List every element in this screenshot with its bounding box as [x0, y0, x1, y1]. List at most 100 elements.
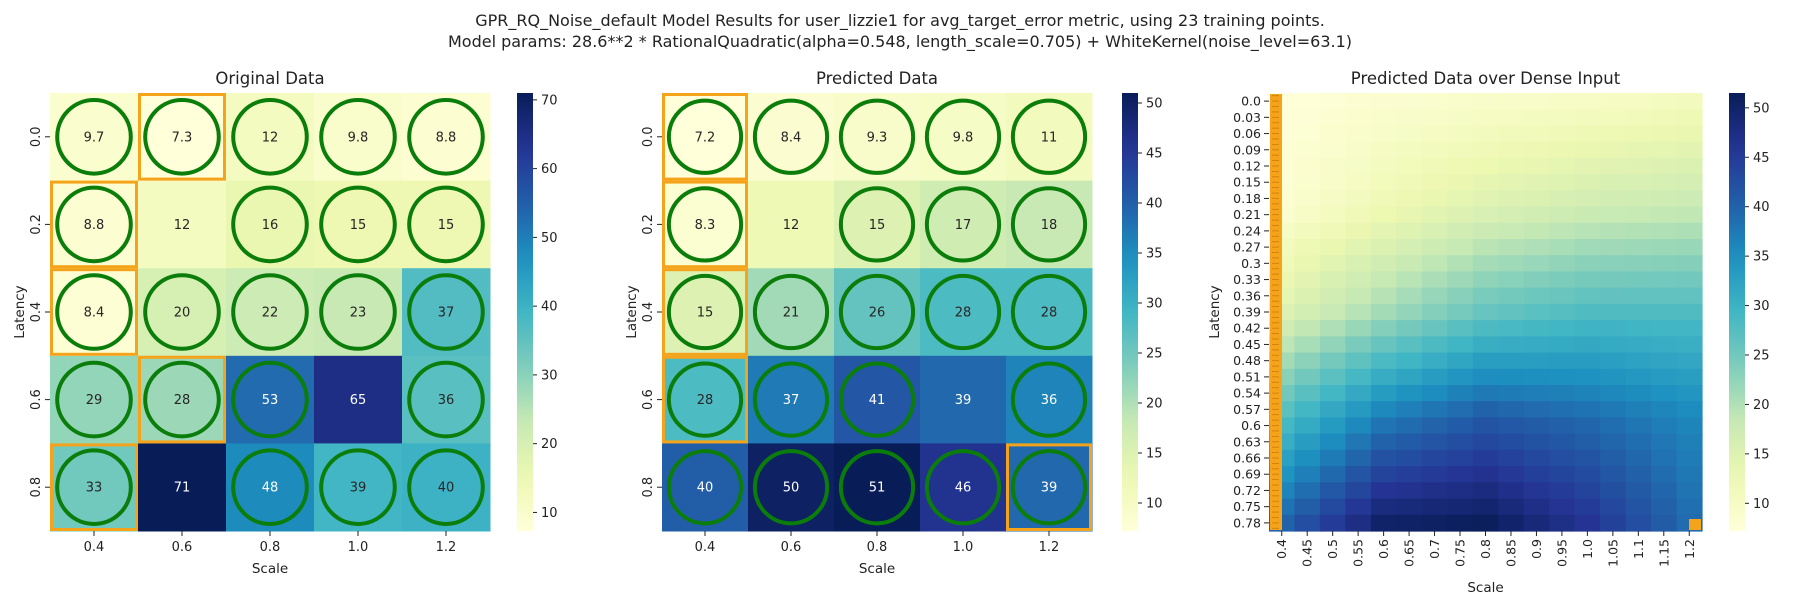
dense-cell	[1523, 449, 1550, 467]
dense-cell	[1421, 222, 1448, 240]
heatmap-cell	[226, 268, 315, 357]
cell-value-label: 29	[86, 393, 103, 408]
dense-cell	[1319, 93, 1347, 110]
cell-value-label: 7.3	[172, 130, 193, 145]
dense-cell	[1498, 482, 1525, 500]
highlight-box	[1006, 443, 1092, 531]
dense-cell	[1319, 401, 1347, 419]
dense-cell	[1472, 352, 1499, 370]
training-point-circle	[752, 98, 830, 175]
dense-cell	[1676, 498, 1703, 516]
dense-cell	[1625, 271, 1652, 289]
dense-cell	[1345, 271, 1372, 289]
x-axis-label: Scale	[252, 561, 288, 577]
dense-cell	[1549, 336, 1576, 354]
dense-cell	[1498, 417, 1525, 435]
dense-cell	[1472, 190, 1499, 208]
training-point-circle	[924, 449, 1002, 526]
dense-cell	[1523, 433, 1550, 451]
dense-cell	[1651, 255, 1678, 273]
dense-cell	[1319, 498, 1347, 516]
dense-cell	[1549, 417, 1576, 435]
highlight-box	[662, 180, 748, 269]
dense-cell	[1294, 352, 1321, 370]
y-tick-label: 0.51	[1233, 369, 1261, 384]
heatmap-cell	[1006, 355, 1093, 444]
dense-cell	[1523, 141, 1550, 159]
heatmap-cell	[1006, 443, 1093, 532]
dense-cell	[1549, 206, 1576, 224]
training-point-circle	[319, 273, 397, 351]
heatmap-cell	[748, 355, 835, 444]
dense-cell	[1676, 239, 1703, 256]
colorbar-tick-label: 10	[1146, 497, 1163, 512]
dense-cell	[1319, 141, 1347, 159]
heatmap-cell	[50, 180, 139, 269]
dense-cell	[1651, 174, 1678, 191]
dense-cell	[1600, 109, 1627, 127]
heatmap-cell	[834, 443, 921, 532]
dense-cell	[1370, 271, 1397, 289]
heatmap-cell	[1006, 93, 1093, 182]
dense-cell	[1549, 385, 1576, 402]
dense-cell	[1319, 190, 1347, 208]
y-tick-label: 0.66	[1233, 451, 1261, 466]
dense-cell	[1651, 352, 1678, 370]
training-point-circle	[1010, 361, 1088, 438]
cell-value-label: 53	[262, 393, 279, 408]
heatmap-cell	[50, 443, 139, 532]
x-tick-label: 0.8	[260, 540, 281, 555]
dense-cell	[1396, 190, 1423, 208]
heatmap-cell	[314, 443, 403, 532]
heatmap-cell	[226, 443, 315, 532]
training-point-circle	[55, 273, 133, 351]
dense-cell	[1396, 141, 1423, 159]
dense-cell	[1523, 206, 1550, 224]
heatmap-cell	[834, 355, 921, 444]
dense-cell	[1345, 352, 1372, 370]
dense-cell	[1574, 514, 1601, 532]
heatmap-cell	[138, 180, 227, 269]
cell-value-label: 15	[869, 218, 886, 233]
colorbar-tick-label: 50	[541, 231, 558, 246]
dense-cell	[1625, 449, 1652, 467]
dense-cell	[1294, 514, 1321, 532]
dense-cell	[1472, 336, 1499, 354]
y-axis-label: Latency	[12, 285, 28, 338]
heatmap-cell	[748, 268, 835, 357]
dense-cell	[1523, 401, 1550, 419]
heatmap-cell	[662, 93, 749, 182]
colorbar-tick-label: 45	[1146, 147, 1163, 162]
heatmap-cell	[748, 93, 835, 182]
cell-value-label: 16	[262, 218, 279, 233]
y-tick-label: 0.48	[1233, 353, 1261, 368]
dense-cell	[1676, 109, 1703, 127]
dense-cell	[1472, 401, 1499, 419]
dense-cell	[1294, 109, 1321, 127]
training-point-circle	[55, 448, 133, 526]
dense-cell	[1574, 433, 1601, 451]
highlight-box	[50, 180, 138, 269]
dense-cell	[1676, 271, 1703, 289]
cell-value-label: 8.8	[84, 218, 105, 233]
dense-cell	[1319, 368, 1347, 386]
highlight-box	[662, 93, 748, 181]
cell-value-label: 12	[262, 130, 279, 145]
dense-cell	[1421, 190, 1448, 208]
dense-cell	[1549, 190, 1576, 208]
dense-cell	[1651, 222, 1678, 240]
dense-cell	[1472, 385, 1499, 402]
heatmap-cell	[920, 268, 1007, 357]
dense-cell	[1498, 433, 1525, 451]
dense-cell	[1447, 174, 1474, 191]
heatmap-cell	[138, 268, 227, 357]
dense-cell	[1651, 401, 1678, 419]
dense-cell	[1345, 449, 1372, 467]
y-tick-label: 0.54	[1233, 386, 1261, 401]
heatmap-cell	[138, 355, 227, 444]
dense-cell	[1447, 352, 1474, 370]
dense-cell	[1294, 385, 1321, 402]
dense-cell	[1370, 514, 1397, 532]
cell-value-label: 37	[438, 306, 455, 321]
training-point-circle	[407, 98, 485, 176]
